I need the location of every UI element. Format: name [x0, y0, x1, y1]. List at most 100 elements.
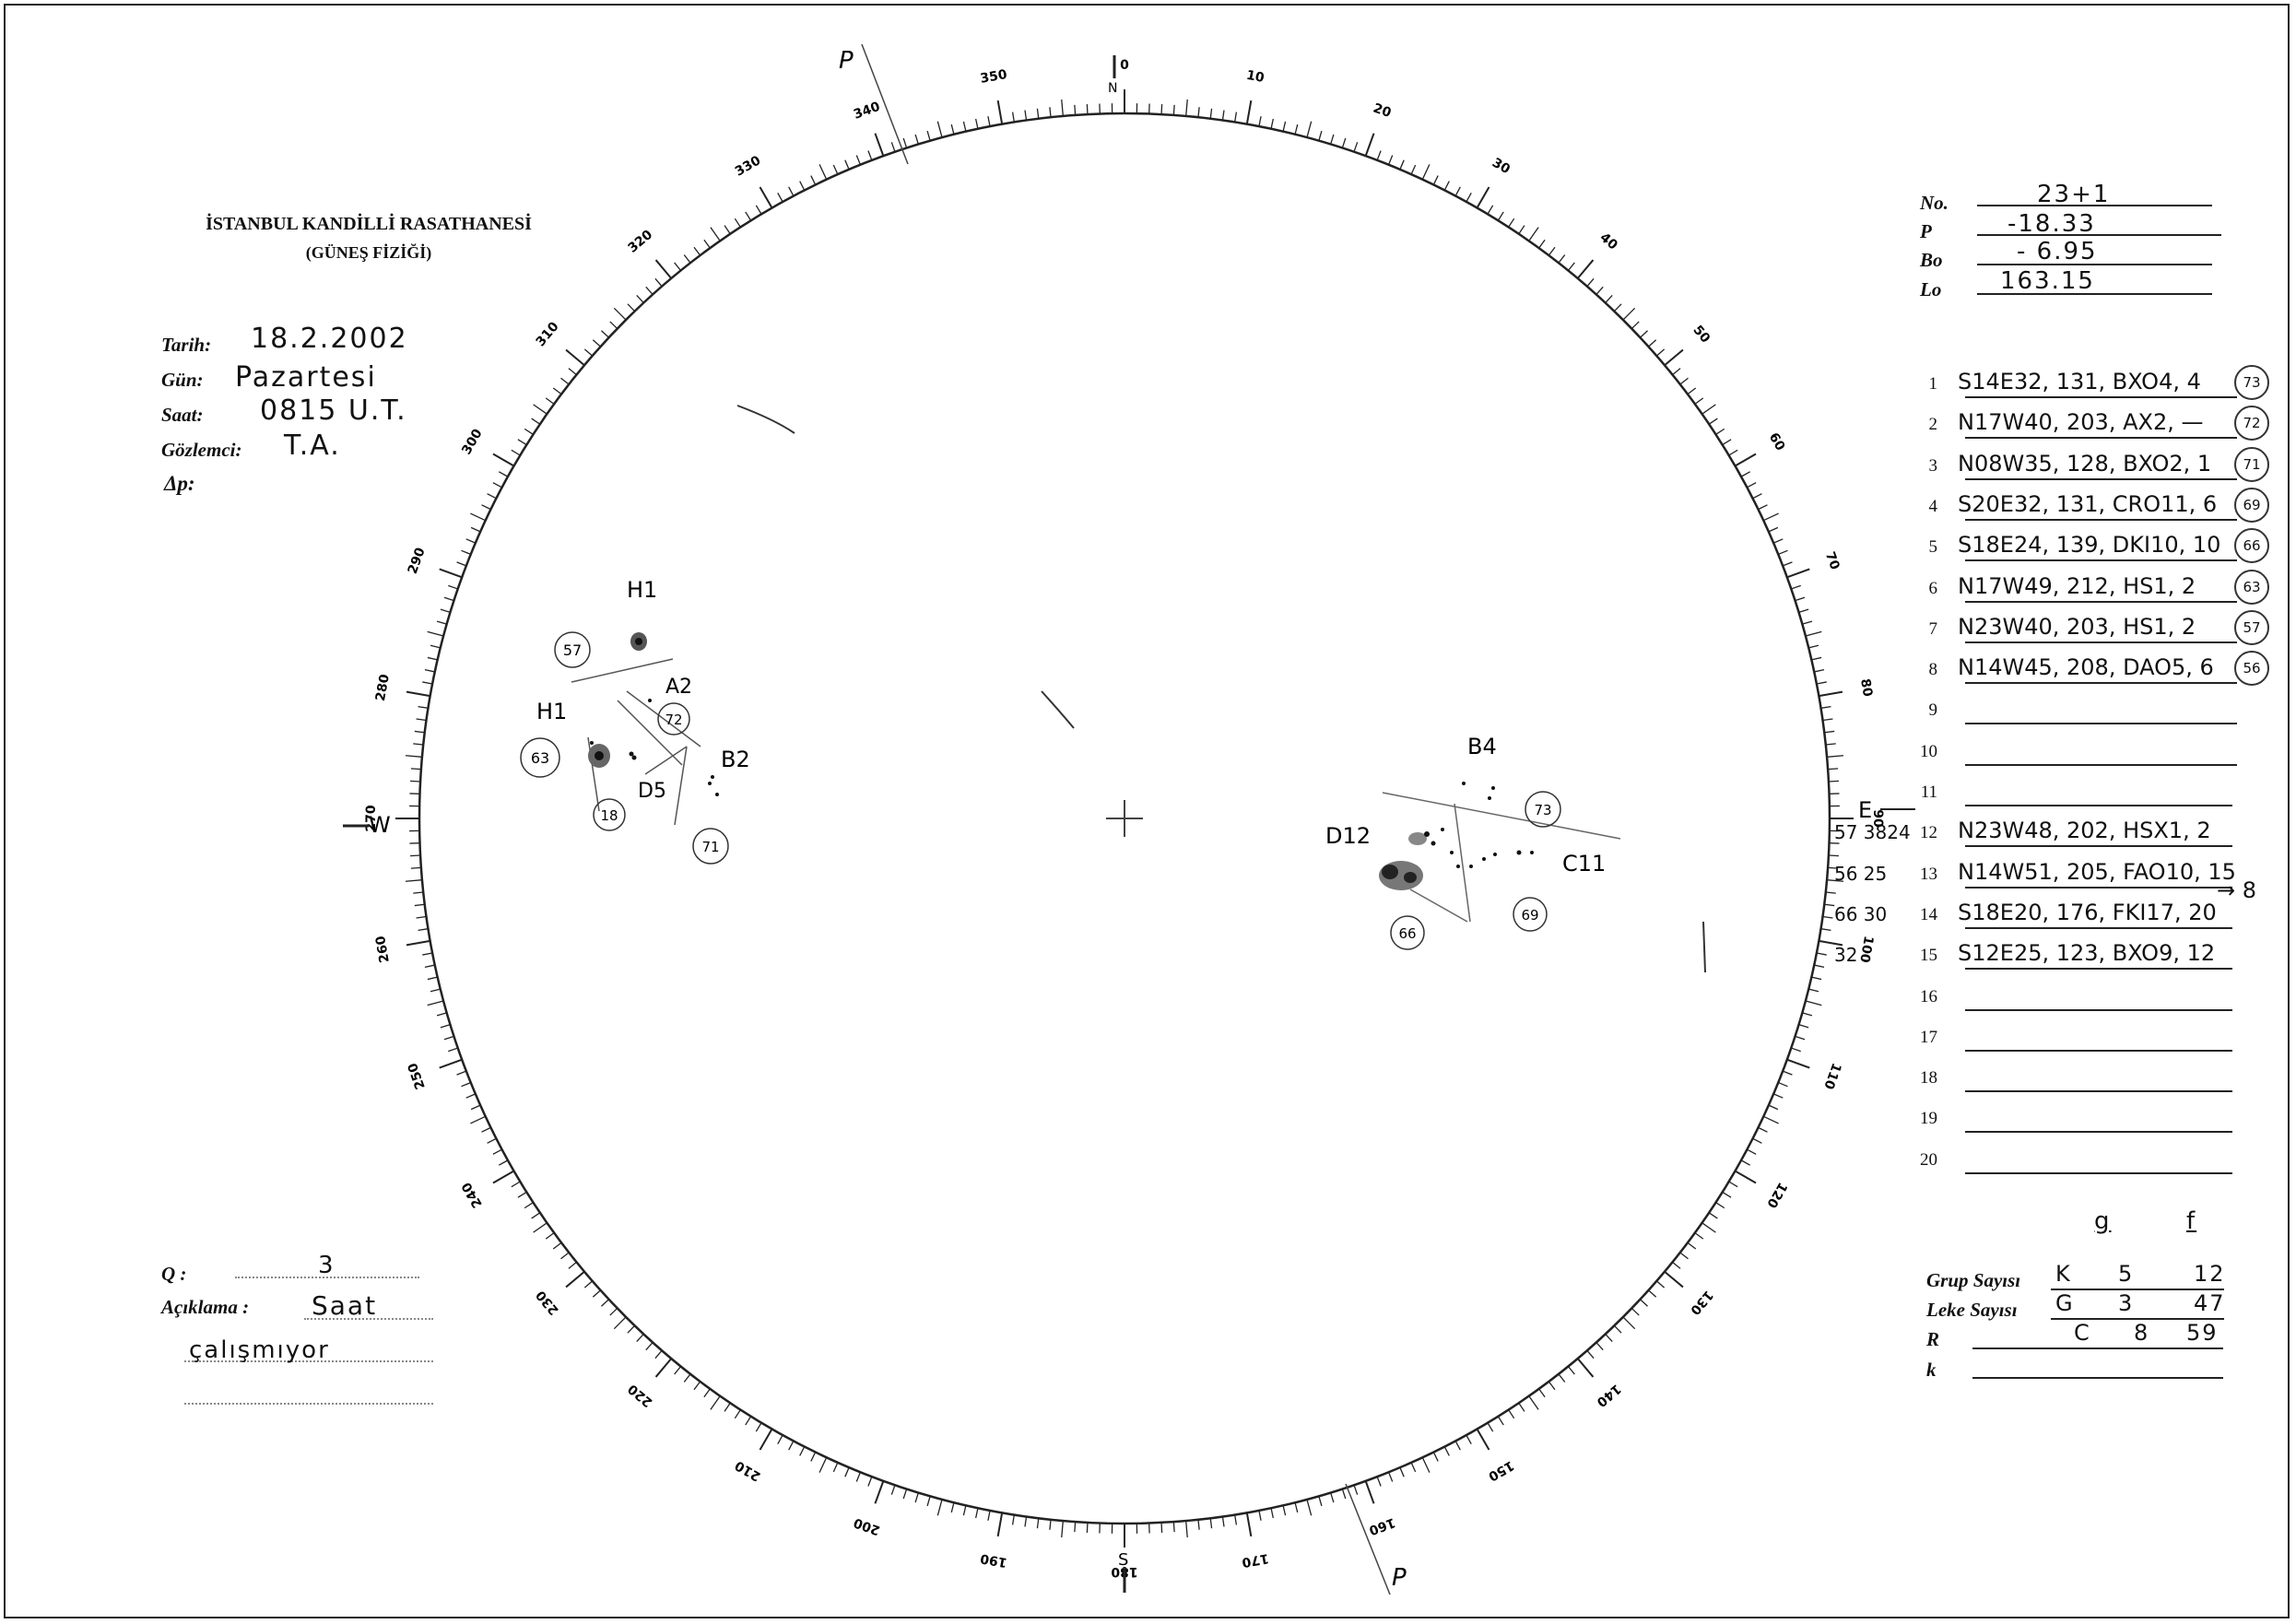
scale-tick — [1185, 99, 1188, 116]
scale-tick — [1341, 137, 1347, 148]
scale-tick — [1024, 1516, 1028, 1527]
note-value-1: Saat — [312, 1290, 378, 1321]
disk-center-crosshair — [1106, 800, 1143, 837]
scale-tick — [844, 1466, 850, 1477]
scale-tick — [601, 330, 609, 338]
sheet-frame — [4, 4, 2290, 1618]
scale-tick — [1824, 730, 1835, 734]
scale-tick — [492, 1148, 502, 1155]
group-row-number: 1 — [1928, 374, 1938, 394]
r-g: 8 — [2134, 1320, 2150, 1346]
day-value: Pazartesi — [235, 361, 377, 394]
scale-tick — [1715, 428, 1725, 435]
scale-tick — [788, 1441, 795, 1451]
scale-label: 340 — [852, 100, 882, 123]
east-label: E — [1858, 797, 1872, 823]
scale-tick — [1487, 1422, 1494, 1432]
scale-label: 20 — [1372, 100, 1394, 121]
scale-label: 330 — [733, 153, 764, 180]
lo-label: Lo — [1920, 278, 1942, 300]
leke-g: 3 — [2118, 1290, 2135, 1316]
scale-tick — [448, 1047, 458, 1053]
scale-tick — [443, 596, 454, 602]
lo-value: 163.15 — [2000, 267, 2095, 295]
scale-label: 290 — [406, 546, 429, 576]
scale-tick — [1234, 112, 1238, 123]
scale-tick — [1576, 259, 1595, 279]
scale-tick — [1782, 1070, 1793, 1076]
scale-tick — [1497, 211, 1504, 221]
scale-tick — [1822, 718, 1833, 722]
scale-tick — [1816, 952, 1827, 956]
scale-tick — [533, 404, 548, 415]
scale-tick — [1605, 295, 1613, 303]
scale-tick — [592, 1289, 601, 1298]
r-line — [1972, 1347, 2223, 1349]
scale-tick — [1772, 538, 1784, 544]
scale-tick — [1548, 1381, 1556, 1391]
group-row-number: 3 — [1928, 455, 1938, 476]
scale-tick — [416, 718, 427, 722]
group-row-line — [1965, 1131, 2232, 1134]
group-row-text: N23W40, 203, HS1, 2 — [1958, 613, 2196, 640]
scale-tick — [1538, 239, 1546, 249]
scale-tick — [1421, 1457, 1431, 1473]
group-row-circled-number: 72 — [2234, 406, 2269, 441]
scale-tick — [545, 1232, 555, 1240]
scale-tick — [565, 348, 585, 367]
group-row-line — [1965, 641, 2237, 643]
group-row-prefix-note: 66 30 — [1834, 902, 1888, 925]
scale-tick — [1825, 891, 1836, 894]
group-row-line — [1965, 968, 2232, 971]
scale-tick — [926, 130, 931, 141]
group-row-text: S18E20, 176, FKI17, 20 — [1958, 899, 2217, 925]
scale-tick — [734, 1409, 741, 1419]
scale-label: 160 — [1367, 1514, 1397, 1537]
scale-tick — [1364, 1480, 1375, 1504]
scale-tick — [745, 211, 752, 221]
scale-tick — [552, 1242, 562, 1250]
scale-tick — [1768, 1104, 1779, 1111]
scale-tick — [1655, 348, 1666, 357]
scale-tick — [1443, 1446, 1450, 1456]
scale-tick — [996, 1512, 1004, 1537]
scale-tick — [1701, 404, 1716, 415]
scale-tick — [1795, 596, 1806, 602]
scale-tick — [1795, 1035, 1806, 1041]
scale-tick — [1735, 1170, 1757, 1184]
scale-tick — [410, 780, 421, 783]
scale-tick — [416, 915, 427, 919]
scale-tick — [413, 743, 424, 746]
scale-tick — [1595, 1342, 1604, 1351]
scale-tick — [1828, 780, 1839, 783]
quality-dotline — [235, 1277, 419, 1278]
scale-tick — [950, 1502, 955, 1513]
group-row-line — [1965, 437, 2237, 440]
scale-tick — [832, 1462, 839, 1473]
group-row-line — [1965, 805, 2232, 806]
scale-tick — [427, 656, 438, 661]
scale-tick — [777, 192, 783, 203]
scale-tick — [1763, 512, 1779, 522]
scale-tick — [1715, 1202, 1725, 1209]
scale-tick — [1160, 104, 1163, 115]
scale-label: 200 — [852, 1514, 882, 1537]
scale-tick — [788, 186, 795, 196]
group-row-circled-number: 73 — [2234, 365, 2269, 400]
scale-tick — [1454, 186, 1461, 196]
scale-tick — [533, 1222, 548, 1233]
grup-g: 5 — [2118, 1261, 2135, 1287]
disk-circle-63: 63 — [531, 749, 549, 767]
scale-tick — [950, 124, 955, 135]
disk-group-circles: 57 72 63 18 71 73 66 69 — [520, 631, 1561, 950]
scale-tick — [926, 1496, 931, 1507]
scale-tick — [422, 681, 433, 685]
scale-tick — [1011, 1514, 1015, 1525]
label-b2: B2 — [721, 747, 750, 772]
k-label: k — [1926, 1359, 1937, 1381]
scale-tick — [601, 1299, 609, 1307]
disk-circle-71: 71 — [701, 839, 719, 855]
label-d5: D5 — [638, 780, 666, 803]
scale-tick — [693, 1381, 701, 1391]
note-dotline-2 — [184, 1360, 433, 1362]
